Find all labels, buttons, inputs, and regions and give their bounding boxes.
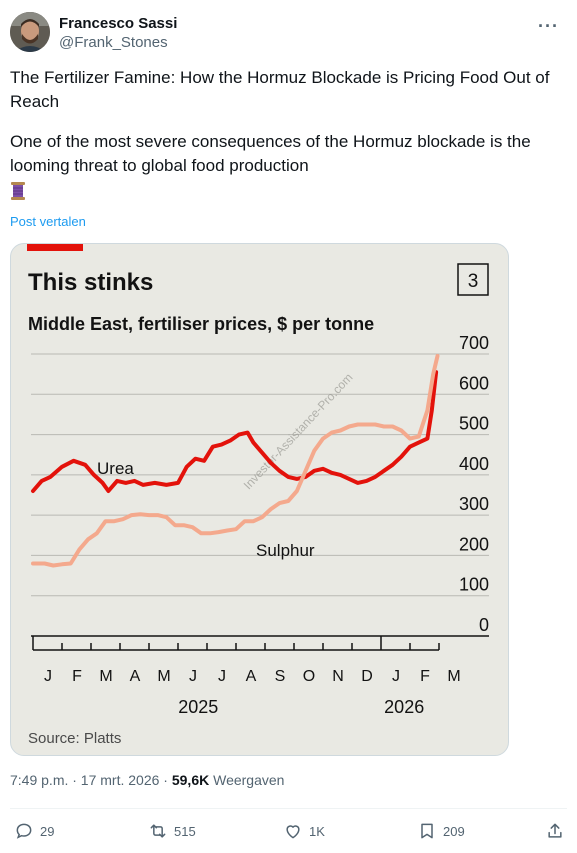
y-tick-label: 0 — [479, 615, 489, 635]
grid-lines — [31, 353, 489, 637]
month-label: D — [361, 668, 373, 685]
y-axis-ticks: 700 600 500 400 300 200 100 0 — [459, 333, 489, 635]
series-label-sulphur: Sulphur — [256, 541, 315, 560]
share-icon — [548, 823, 562, 838]
repost-icon — [150, 824, 166, 838]
month-label: M — [447, 668, 460, 685]
action-bar: 29 515 1K 209 — [10, 818, 567, 844]
year-label: 2026 — [384, 697, 424, 717]
divider — [10, 808, 567, 809]
data-series — [31, 354, 440, 568]
month-label: F — [72, 668, 82, 685]
series-label-urea: Urea — [97, 459, 134, 478]
month-label: J — [392, 668, 400, 685]
chart-subtitle: Middle East, fertiliser prices, $ per to… — [28, 314, 374, 334]
month-label: N — [332, 668, 344, 685]
repost-button[interactable]: 515 — [148, 818, 196, 844]
bookmark-icon — [421, 823, 433, 839]
display-name[interactable]: Francesco Sassi — [59, 15, 178, 32]
spool-of-thread-icon — [10, 181, 26, 200]
chart-image[interactable]: This stinks 3 Middle East, fertiliser pr… — [10, 243, 509, 756]
month-label: O — [303, 668, 315, 685]
tweet-text: The Fertilizer Famine: How the Hormuz Bl… — [10, 66, 567, 202]
chart-badge: 3 — [468, 271, 479, 292]
tweet-paragraph-1: The Fertilizer Famine: How the Hormuz Bl… — [10, 68, 550, 111]
series-line-sulphur — [31, 354, 440, 568]
views-count: 59,6K — [171, 772, 210, 788]
timestamp[interactable]: 7:49 p.m. · 17 mrt. 2026 · — [10, 772, 172, 788]
y-tick-label: 300 — [459, 494, 489, 514]
translate-link[interactable]: Post vertalen — [10, 214, 86, 229]
series-line-urea — [31, 370, 439, 493]
avatar[interactable] — [10, 12, 50, 52]
month-label: J — [218, 668, 226, 685]
tweet-header: Francesco Sassi @Frank_Stones ··· — [10, 12, 567, 54]
month-label: A — [246, 668, 257, 685]
month-label: J — [189, 668, 197, 685]
y-tick-label: 100 — [459, 575, 489, 595]
bookmark-button[interactable]: 209 — [417, 818, 465, 844]
like-button[interactable]: 1K — [283, 818, 325, 844]
reply-icon — [16, 823, 32, 839]
like-count: 1K — [309, 823, 325, 839]
fertiliser-price-chart: This stinks 3 Middle East, fertiliser pr… — [27, 244, 489, 747]
y-tick-label: 700 — [459, 333, 489, 353]
heart-icon — [286, 825, 300, 839]
share-button[interactable] — [545, 818, 571, 844]
y-tick-label: 400 — [459, 454, 489, 474]
month-label: A — [130, 668, 141, 685]
month-label: M — [99, 668, 112, 685]
y-tick-label: 600 — [459, 373, 489, 393]
y-tick-label: 500 — [459, 414, 489, 434]
month-label: S — [275, 668, 286, 685]
views-label: Weergaven — [209, 772, 285, 788]
reply-button[interactable]: 29 — [14, 818, 54, 844]
year-label: 2025 — [178, 697, 218, 717]
chart-badge-box — [457, 263, 489, 296]
month-label: M — [157, 668, 170, 685]
chart-source: Source: Platts — [28, 730, 121, 747]
ellipsis-icon[interactable]: ··· — [538, 16, 559, 36]
avatar-photo-icon — [10, 12, 50, 52]
reply-count: 29 — [40, 823, 55, 839]
tweet-paragraph-2: One of the most severe consequences of t… — [10, 132, 531, 175]
chart-title: This stinks — [28, 269, 153, 296]
author-names: Francesco Sassi @Frank_Stones — [59, 15, 177, 53]
month-label: F — [420, 668, 430, 685]
bookmark-count: 209 — [443, 823, 465, 839]
y-tick-label: 200 — [459, 534, 489, 554]
month-label: J — [44, 668, 52, 685]
user-handle[interactable]: @Frank_Stones — [59, 34, 168, 51]
repost-count: 515 — [174, 823, 196, 839]
economist-red-bar — [27, 244, 83, 251]
tweet-meta: 7:49 p.m. · 17 mrt. 2026 · 59,6K Weergav… — [10, 772, 284, 788]
